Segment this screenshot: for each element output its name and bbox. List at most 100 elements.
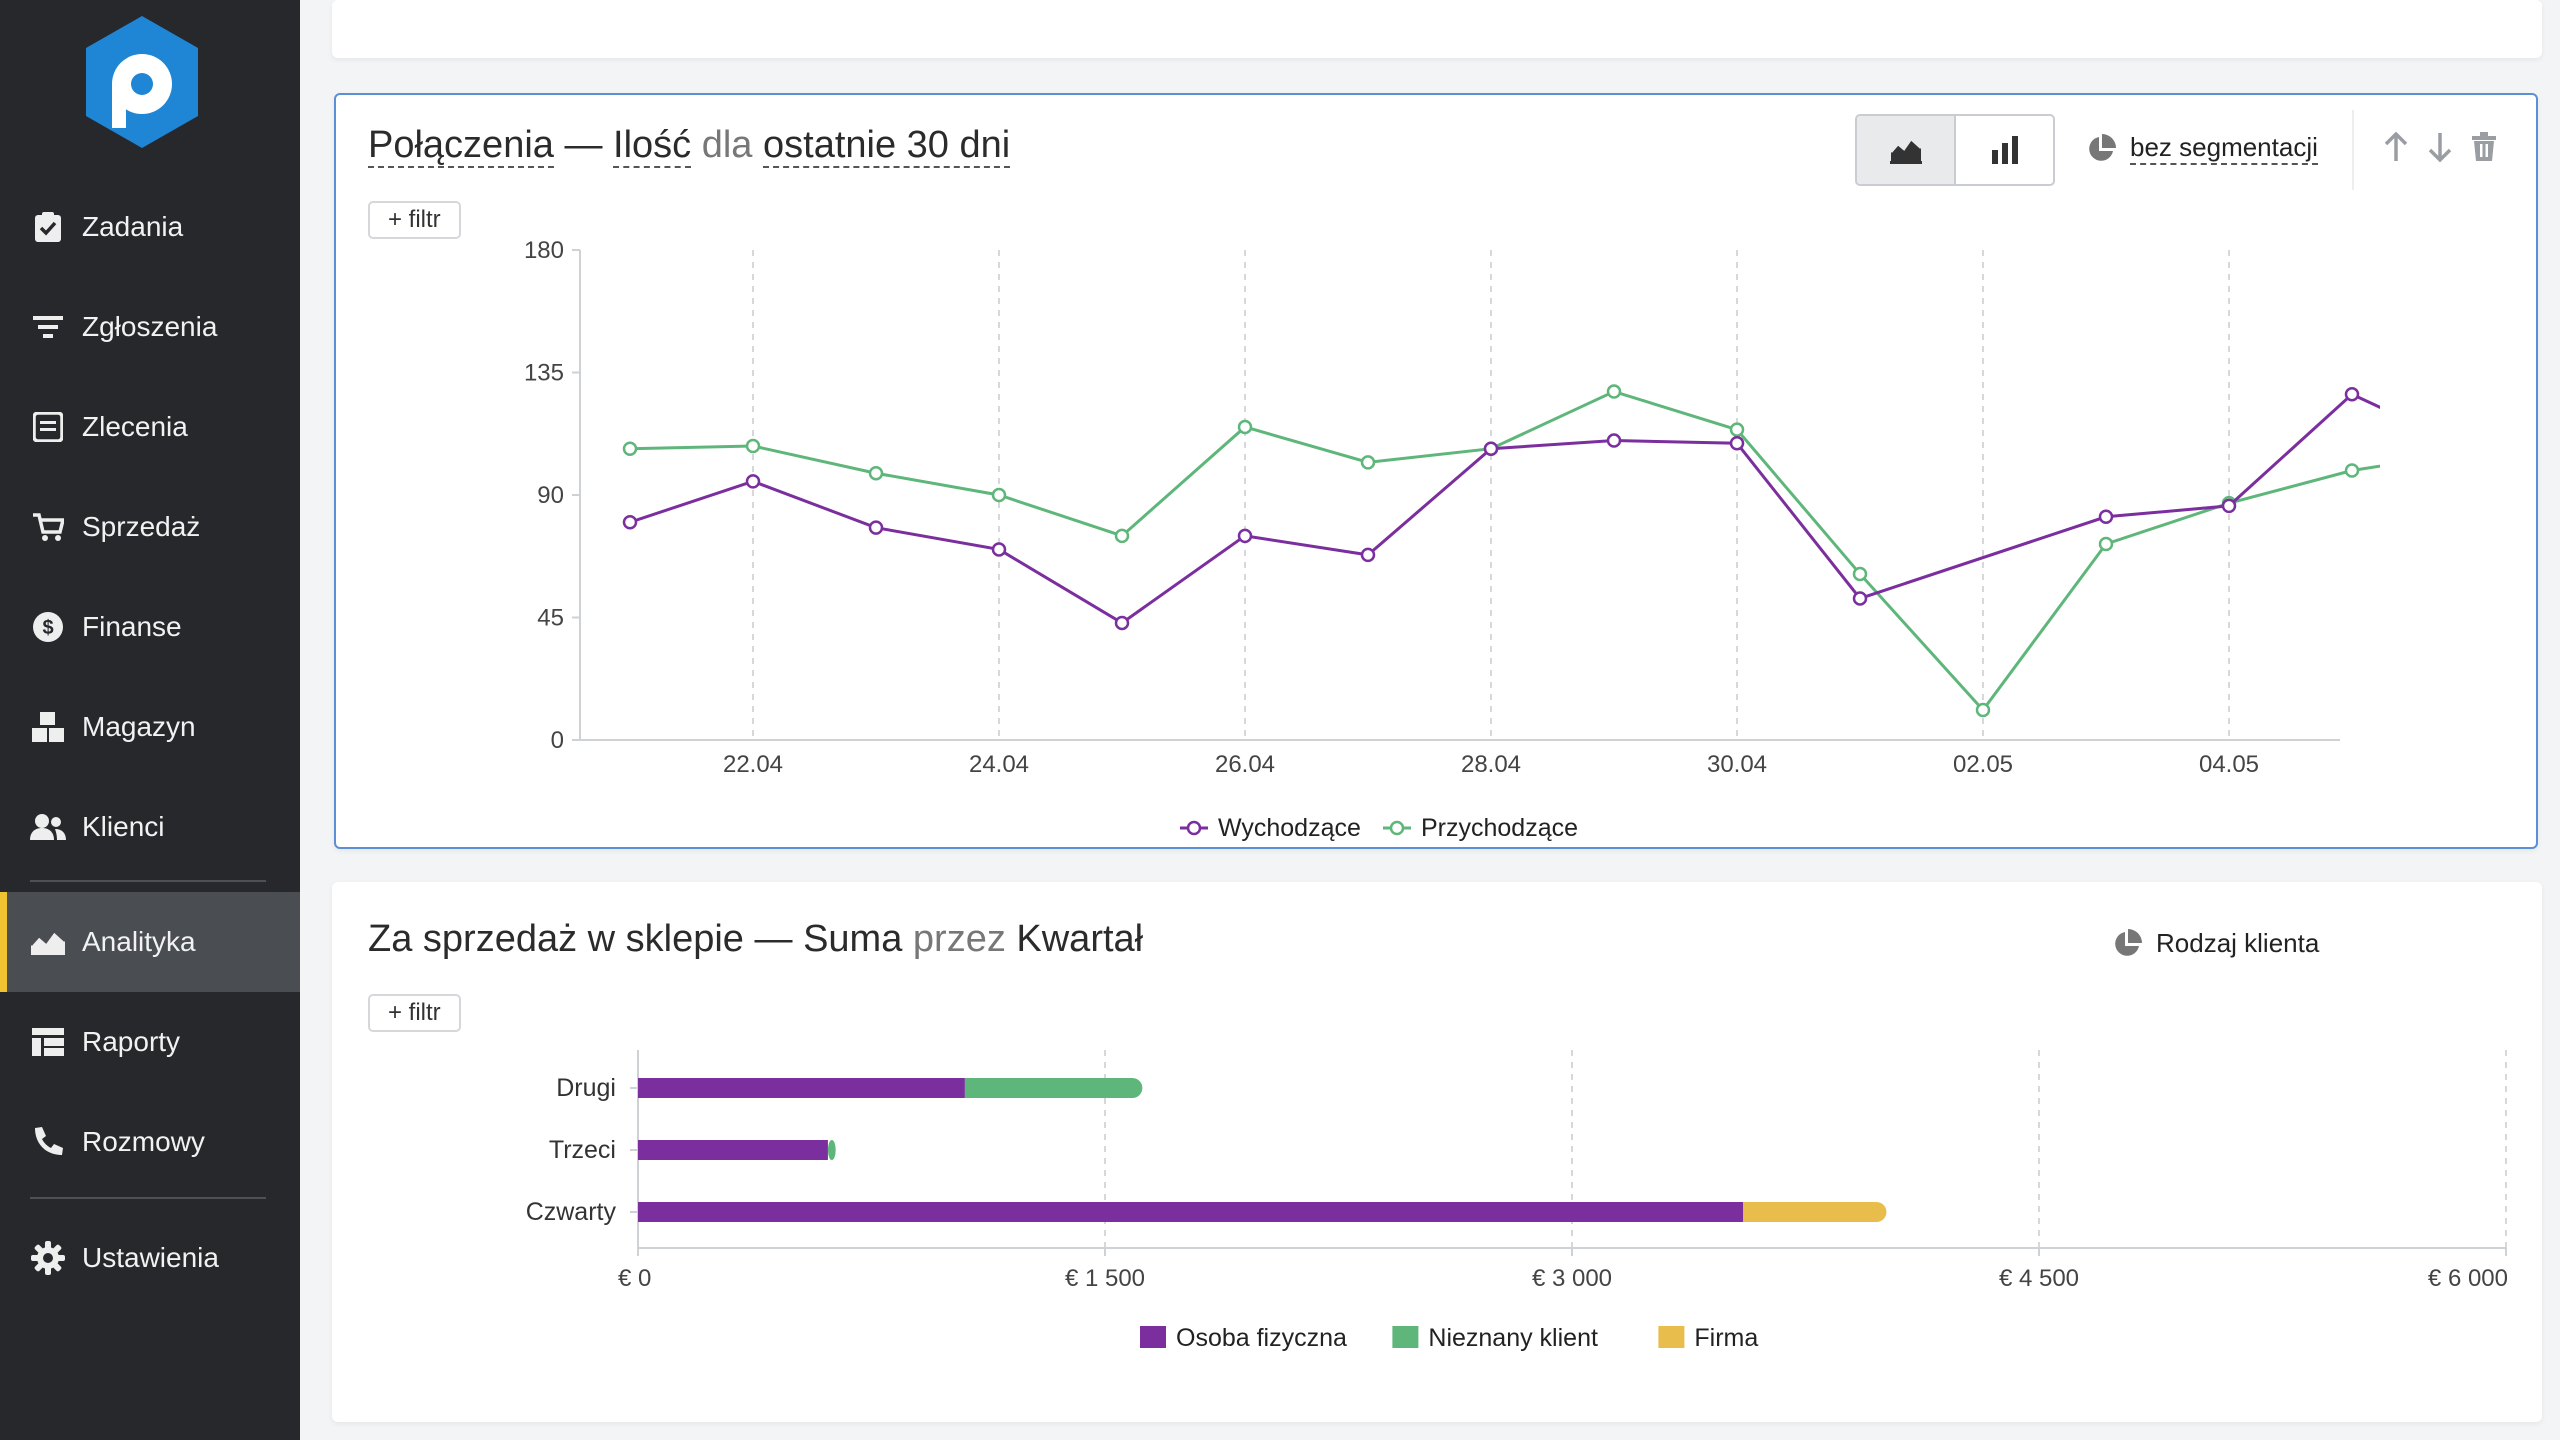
sidebar: Zadania Zgłoszenia Zlecenia Sprzedaż $ F… <box>0 0 300 1440</box>
sidebar-item-rozmowy[interactable]: Rozmowy <box>0 1097 300 1187</box>
legend-swatch <box>1658 1326 1685 1348</box>
series-line-Wychodzące <box>629 392 2380 625</box>
sidebar-item-zlecenia[interactable]: Zlecenia <box>0 382 300 472</box>
phone-icon <box>30 1124 66 1160</box>
data-point <box>2221 498 2237 514</box>
previous-chart-card <box>332 0 2542 58</box>
data-point <box>1237 528 1253 544</box>
data-point <box>868 465 884 481</box>
y-tick-label: 0 <box>551 727 564 754</box>
sidebar-item-label: Klienci <box>82 811 165 842</box>
sidebar-item-label: Magazyn <box>82 711 196 742</box>
data-point <box>1114 528 1130 544</box>
chart1-period[interactable]: ostatnie 30 dni <box>763 124 1011 168</box>
sidebar-item-ustawienia[interactable]: Ustawienia <box>0 1213 300 1303</box>
data-point <box>1606 433 1622 448</box>
legend-swatch-marker <box>1186 820 1202 836</box>
chart1-measure[interactable]: Ilość <box>613 124 692 168</box>
data-point <box>745 474 761 489</box>
area-chart-type-button[interactable] <box>1857 116 1956 184</box>
sidebar-item-raporty[interactable]: Raporty <box>0 997 300 1087</box>
boxes-icon <box>30 709 66 745</box>
data-point <box>2344 463 2360 478</box>
sales-bar-chart: € 0 € 1 500 € 3 000 € 4 500 € 6 000 Drugi Trze… <box>526 1050 2508 1352</box>
app-logo-icon[interactable] <box>80 12 204 152</box>
arrow-up-icon[interactable] <box>2383 132 2409 162</box>
data-point <box>745 438 761 454</box>
chart2-title-by: przez <box>912 918 1006 960</box>
sidebar-item-label: Zlecenia <box>82 411 188 442</box>
sidebar-divider <box>30 1197 266 1199</box>
legend-swatch-marker <box>1389 820 1405 836</box>
calls-line-chart: 22.0424.0426.0428.0430.0402.0504.0506.05… <box>524 237 2380 842</box>
sidebar-item-label: Sprzedaż <box>82 511 201 542</box>
sidebar-divider <box>30 880 266 882</box>
chart2-segmentation-select[interactable]: Rodzaj klienta <box>2112 928 2319 959</box>
data-point <box>868 520 884 535</box>
bar-segment-join <box>964 1078 975 1098</box>
bar-chart-type-button[interactable] <box>1956 116 2053 184</box>
dollar-icon: $ <box>30 609 66 645</box>
x-tick-label: 04.05 <box>2199 751 2259 778</box>
bar-segment <box>964 1078 1143 1098</box>
bar-segment <box>638 1202 1744 1222</box>
data-point <box>1114 615 1130 631</box>
data-point <box>1852 591 1868 606</box>
area-chart-icon <box>1889 137 1922 164</box>
sidebar-item-zgloszenia[interactable]: Zgłoszenia <box>0 282 300 372</box>
chart2-source[interactable]: Za sprzedaż w sklepie <box>368 918 744 960</box>
chart1-metric[interactable]: Połączenia <box>368 124 554 168</box>
category-label: Trzeci <box>549 1136 616 1164</box>
chart2-dimension[interactable]: Kwartał <box>1016 918 1144 960</box>
arrow-down-icon[interactable] <box>2427 132 2453 162</box>
chart2-segmentation-label: Rodzaj klienta <box>2156 928 2320 958</box>
sidebar-item-zadania[interactable]: Zadania <box>0 182 300 272</box>
chart1-segmentation-select[interactable]: bez segmentacji <box>2086 132 2318 165</box>
data-point <box>1483 441 1499 456</box>
area-chart-icon <box>30 924 66 960</box>
trash-icon[interactable] <box>2471 132 2497 162</box>
data-point <box>622 441 638 456</box>
x-tick-label: 28.04 <box>1461 751 1521 778</box>
chart2-aggregation[interactable]: Suma <box>803 918 903 960</box>
cart-icon <box>30 509 66 545</box>
bar-segment-join <box>1743 1202 1754 1222</box>
users-icon <box>30 809 66 845</box>
sidebar-item-sprzedaz[interactable]: Sprzedaż <box>0 482 300 572</box>
sidebar-item-magazyn[interactable]: Magazyn <box>0 682 300 772</box>
data-point <box>1852 566 1868 582</box>
legend-label: Firma <box>1694 1324 1758 1352</box>
chart1-title-for: dla <box>701 124 753 166</box>
data-point <box>1606 384 1622 399</box>
chart1-filter-button[interactable]: + filtr <box>368 201 461 239</box>
legend-swatch <box>1140 1326 1166 1348</box>
data-point <box>1729 422 1745 437</box>
sidebar-item-analityka[interactable]: Analityka <box>0 892 300 992</box>
pie-chart-icon <box>2089 133 2116 161</box>
x-tick-label: € 0 <box>618 1265 651 1292</box>
bar-segment <box>1743 1202 1887 1222</box>
y-tick-label: 45 <box>537 605 564 632</box>
bar-segment <box>638 1078 965 1098</box>
x-tick-label: € 6 000 <box>2428 1265 2508 1292</box>
legend-label: Wychodzące <box>1218 814 1361 842</box>
data-point <box>1237 419 1253 435</box>
x-tick-label: € 1 500 <box>1065 1265 1145 1292</box>
chart2-title-separator: — <box>754 918 793 960</box>
chart1-title: Połączenia — Ilość dla ostatnie 30 dni <box>368 124 1011 168</box>
bar-segment <box>827 1140 836 1160</box>
x-tick-label: 02.05 <box>1953 751 2013 778</box>
chart2-title: Za sprzedaż w sklepie — Suma przez Kwart… <box>368 918 1143 961</box>
category-label: Drugi <box>556 1074 616 1102</box>
sidebar-item-finanse[interactable]: $ Finanse <box>0 582 300 672</box>
x-tick-label: € 3 000 <box>1532 1265 1612 1292</box>
x-tick-label: 24.04 <box>969 751 1029 778</box>
legend-label: Osoba fizyczna <box>1176 1324 1347 1352</box>
data-point <box>2098 536 2114 552</box>
gear-icon <box>30 1240 66 1276</box>
series-line-Przychodzące <box>629 389 2380 713</box>
chart2-filter-button[interactable]: + filtr <box>368 994 461 1032</box>
legend-label: Przychodzące <box>1421 814 1578 842</box>
x-tick-label: 22.04 <box>723 751 783 778</box>
sidebar-item-klienci[interactable]: Klienci <box>0 782 300 872</box>
